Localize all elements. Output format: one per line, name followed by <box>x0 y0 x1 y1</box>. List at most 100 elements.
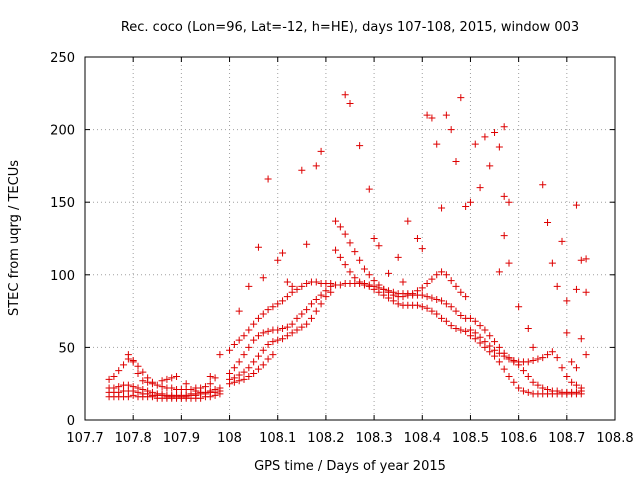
data-point <box>269 303 277 311</box>
data-point <box>240 351 248 359</box>
data-point <box>105 375 113 383</box>
data-point <box>505 259 513 267</box>
data-point <box>413 235 421 242</box>
data-point <box>491 346 499 354</box>
data-point <box>577 335 585 343</box>
data-point <box>572 388 580 396</box>
data-point <box>134 370 142 378</box>
data-point <box>356 256 364 264</box>
y-tick-label: 0 <box>67 414 75 429</box>
data-point <box>139 368 147 376</box>
data-point <box>312 307 320 315</box>
data-point <box>158 377 166 385</box>
data-point <box>466 314 474 322</box>
x-tick-label: 108.2 <box>307 431 344 446</box>
data-point <box>336 223 344 231</box>
data-point <box>457 326 465 334</box>
x-tick-label: 107.7 <box>66 431 103 446</box>
data-point <box>206 372 214 380</box>
data-point <box>553 354 561 362</box>
data-point <box>351 274 359 282</box>
data-point <box>269 351 277 359</box>
data-point <box>572 364 580 372</box>
data-point <box>235 371 243 379</box>
data-point <box>129 358 137 366</box>
data-point <box>394 300 402 308</box>
data-point <box>148 388 156 396</box>
data-point <box>245 364 253 372</box>
data-point <box>491 338 499 346</box>
data-point <box>582 288 590 296</box>
data-point <box>365 185 373 193</box>
data-point <box>380 285 388 293</box>
data-point <box>279 297 287 305</box>
data-point <box>293 326 301 334</box>
data-point <box>385 269 393 277</box>
data-point <box>327 280 335 288</box>
data-point <box>505 372 513 380</box>
data-point <box>336 281 344 289</box>
data-point <box>553 282 561 290</box>
data-point <box>500 232 508 240</box>
y-tick-label: 250 <box>50 51 75 66</box>
data-point <box>264 355 272 363</box>
data-point <box>539 181 547 189</box>
data-point <box>452 307 460 315</box>
data-point <box>298 282 306 290</box>
data-point <box>438 268 446 276</box>
data-point <box>279 325 287 333</box>
data-point <box>476 184 484 192</box>
data-point <box>438 204 446 212</box>
data-point <box>563 329 571 337</box>
data-point <box>341 230 349 238</box>
data-point <box>418 303 426 311</box>
x-tick-label: 107.9 <box>163 431 200 446</box>
data-point <box>452 158 460 166</box>
y-tick-label: 200 <box>50 124 75 139</box>
x-tick-labels: 107.7 107.8 107.9 108 108.1 108.2 108.3 108.4 10… <box>66 431 633 446</box>
data-point <box>298 310 306 318</box>
data-point <box>399 278 407 286</box>
data-point <box>279 249 287 257</box>
data-point <box>312 278 320 286</box>
data-point <box>173 372 181 380</box>
data-point <box>351 248 359 256</box>
data-point <box>558 364 566 372</box>
data-point <box>283 278 291 286</box>
x-tick-label: 108.1 <box>259 431 296 446</box>
data-point <box>582 351 590 359</box>
data-point <box>563 297 571 305</box>
data-point <box>259 274 267 282</box>
data-point <box>548 348 556 356</box>
data-point <box>524 358 532 366</box>
data-point <box>505 198 513 206</box>
data-point <box>524 388 532 396</box>
data-point <box>259 310 267 318</box>
data-point <box>452 325 460 333</box>
data-point <box>428 307 436 315</box>
data-point <box>235 358 243 366</box>
data-point <box>428 294 436 302</box>
data-point <box>206 380 214 388</box>
data-point <box>197 384 205 392</box>
data-point <box>148 380 156 388</box>
data-point <box>356 142 364 150</box>
data-point <box>428 275 436 283</box>
data-point <box>510 378 518 386</box>
data-point <box>385 288 393 296</box>
data-point <box>341 261 349 269</box>
data-point <box>491 129 499 137</box>
data-point <box>288 329 296 337</box>
data-point <box>360 280 368 288</box>
data-point <box>206 387 214 395</box>
data-point <box>264 306 272 314</box>
chart-title: Rec. coco (Lon=96, Lat=-12, h=HE), days … <box>121 20 579 35</box>
data-point <box>322 287 330 295</box>
data-point <box>495 143 503 151</box>
data-point <box>235 307 243 315</box>
data-point <box>283 332 291 340</box>
data-point <box>307 314 315 322</box>
data-point <box>129 383 137 391</box>
data-point <box>457 94 465 102</box>
y-axis-label: STEC from uqrg / TECUs <box>7 160 22 316</box>
